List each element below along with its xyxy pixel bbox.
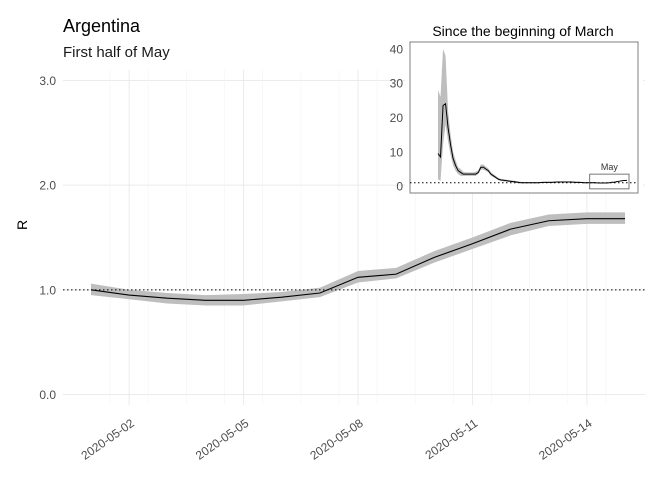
- chart-title: Argentina: [63, 16, 141, 36]
- x-tick-label: 2020-05-02: [79, 416, 138, 463]
- inset-y-tick-label: 40: [390, 42, 404, 56]
- inset-y-tick-label: 0: [396, 180, 403, 194]
- y-tick-label: 3.0: [39, 74, 56, 88]
- x-tick-label: 2020-05-05: [193, 416, 252, 463]
- confidence-band: [91, 212, 625, 306]
- chart-subtitle: First half of May: [63, 44, 170, 61]
- y-tick-label: 2.0: [39, 179, 56, 193]
- r-estimate-line: [90, 218, 625, 301]
- inset-title: Since the beginning of March: [432, 23, 613, 39]
- inset-confidence-band: [438, 48, 627, 184]
- x-tick-label: 2020-05-08: [307, 416, 366, 463]
- inset-r-line: [437, 102, 628, 184]
- inset-y-tick-label: 30: [390, 77, 404, 91]
- inset-panel-border: [409, 41, 639, 194]
- y-tick-label: 1.0: [39, 283, 56, 297]
- inset-may-label: May: [601, 162, 619, 172]
- x-tick-label: 2020-05-11: [423, 416, 481, 462]
- y-tick-label: 0.0: [39, 388, 56, 402]
- inset-may-box: [589, 173, 630, 190]
- inset-y-tick-label: 10: [390, 145, 404, 159]
- inset-y-tick-label: 20: [390, 111, 404, 125]
- x-tick-label: 2020-05-14: [536, 416, 595, 463]
